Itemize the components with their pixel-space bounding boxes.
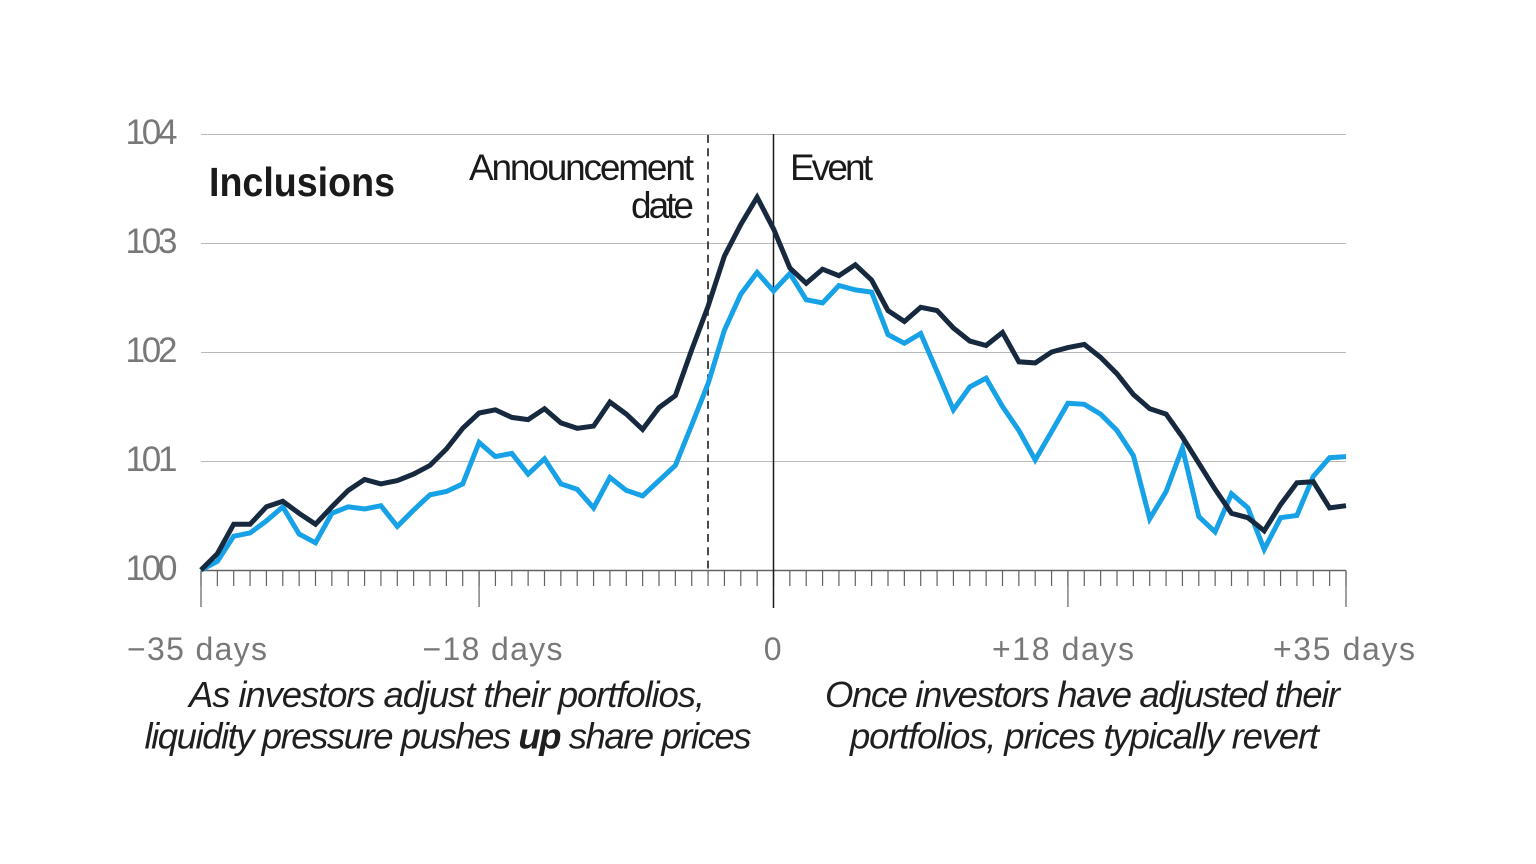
svg-text:Event: Event: [790, 147, 874, 188]
svg-text:+18 days: +18 days: [992, 631, 1134, 667]
svg-text:−35 days: −35 days: [127, 631, 267, 667]
svg-text:portfolios, prices typically r: portfolios, prices typically revert: [849, 716, 1321, 757]
svg-text:date: date: [631, 185, 694, 226]
svg-text:+35 days: +35 days: [1273, 631, 1415, 667]
svg-text:Announcement: Announcement: [469, 147, 695, 188]
svg-text:102: 102: [126, 331, 178, 370]
svg-text:0: 0: [764, 631, 782, 667]
svg-text:Once investors have adjusted t: Once investors have adjusted their: [825, 674, 1342, 715]
svg-text:103: 103: [126, 222, 178, 261]
svg-text:104: 104: [126, 113, 178, 152]
svg-text:As investors adjust their port: As investors adjust their portfolios,: [187, 674, 705, 715]
svg-text:100: 100: [126, 549, 178, 588]
svg-text:101: 101: [126, 440, 178, 479]
svg-text:−18 days: −18 days: [423, 631, 563, 667]
svg-text:liquidity pressure pushes up s: liquidity pressure pushes up share price…: [145, 716, 752, 757]
svg-text:Inclusions: Inclusions: [209, 159, 395, 205]
